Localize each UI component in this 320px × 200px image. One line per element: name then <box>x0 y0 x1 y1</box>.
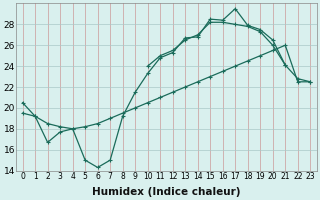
X-axis label: Humidex (Indice chaleur): Humidex (Indice chaleur) <box>92 187 241 197</box>
